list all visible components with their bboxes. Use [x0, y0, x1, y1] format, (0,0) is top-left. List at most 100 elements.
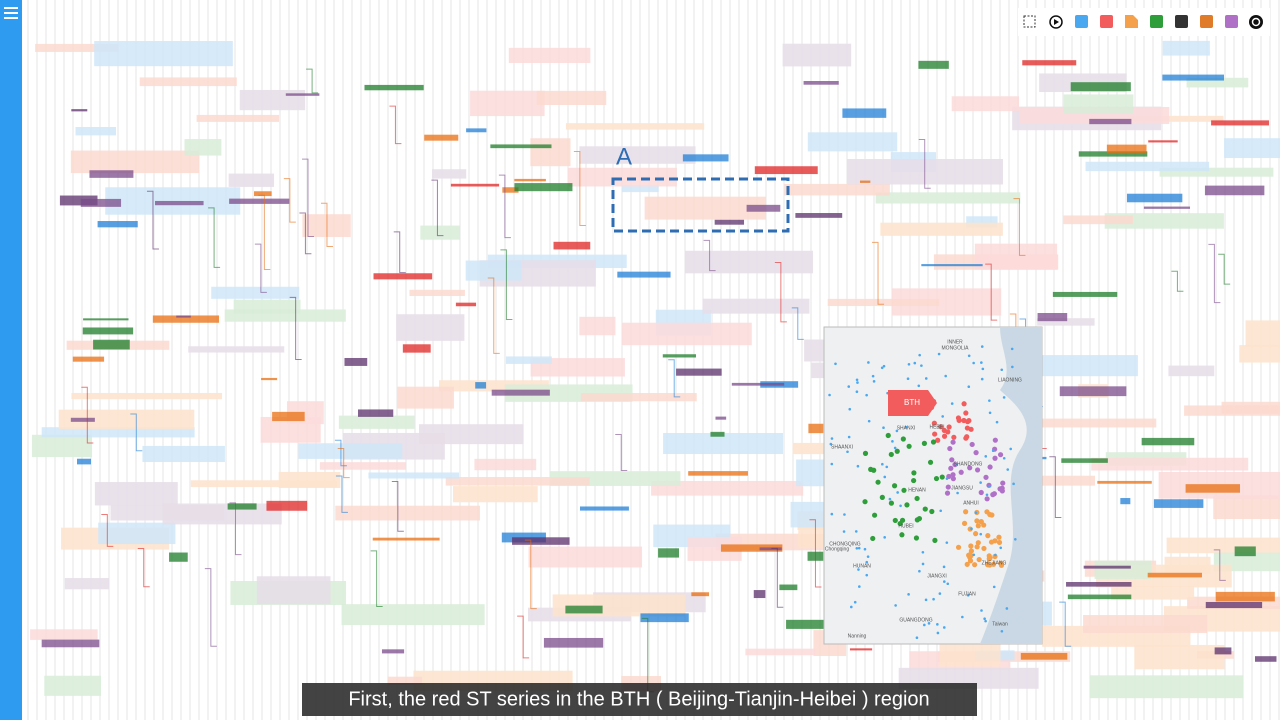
stream-segment [381, 649, 405, 654]
city-dot [866, 555, 870, 558]
stream-segment [155, 200, 204, 206]
city-dot [882, 426, 885, 429]
city-dot [1009, 447, 1013, 451]
city-dot [914, 495, 920, 502]
stream-band [528, 546, 643, 568]
color-green[interactable] [1150, 15, 1163, 28]
stream-link [985, 263, 998, 321]
stream-band [298, 443, 403, 459]
color-black[interactable] [1175, 15, 1188, 28]
stream-link [101, 513, 114, 547]
stream-segment [152, 315, 220, 323]
city-dot [895, 429, 899, 433]
city-dot [929, 508, 935, 515]
stream-link [208, 207, 221, 268]
city-dot [911, 477, 917, 484]
city-dot [987, 511, 993, 518]
map-label: INNER [947, 339, 963, 345]
stream-segment [466, 128, 487, 133]
stream-segment [1059, 386, 1127, 397]
city-dot [885, 432, 891, 439]
stream-band [420, 225, 460, 240]
color-purple[interactable] [1225, 15, 1238, 28]
map-label: HENAN [908, 487, 926, 493]
stream-band [41, 427, 195, 438]
stream-segment [1067, 594, 1132, 600]
city-dot [924, 377, 928, 380]
color-blue[interactable] [1075, 15, 1088, 28]
city-dot [946, 424, 952, 430]
stream-band [419, 424, 524, 445]
stream-segment [1148, 140, 1178, 143]
city-dot [988, 539, 995, 545]
city-dot [985, 493, 989, 497]
stream-link [306, 68, 319, 94]
color-red[interactable] [1100, 15, 1113, 28]
city-dot [1002, 456, 1006, 460]
color-orange[interactable] [1125, 15, 1138, 28]
city-dot [958, 469, 964, 475]
city-dot [984, 455, 988, 458]
city-dot [842, 530, 846, 533]
city-dot [932, 537, 938, 543]
map-label: ANHUI [963, 500, 979, 506]
stream-link [289, 296, 302, 360]
city-dot [938, 424, 944, 430]
city-dot [891, 440, 894, 443]
stream-band [396, 314, 465, 341]
play-button[interactable] [1049, 15, 1063, 29]
stream-segment [1254, 656, 1277, 662]
city-dot [857, 546, 861, 550]
stream-band [224, 309, 346, 322]
stream-band [474, 458, 537, 471]
stream-segment [808, 423, 824, 434]
map-label: FUJIAN [958, 591, 976, 597]
city-dot [942, 565, 946, 569]
stream-link [1013, 198, 1026, 256]
city-dot [994, 553, 997, 557]
stream-band [880, 222, 1003, 236]
stream-band [508, 47, 591, 64]
city-dot [999, 546, 1003, 550]
city-dot [848, 407, 852, 411]
city-dot [855, 546, 859, 550]
city-dot [891, 483, 898, 489]
reset-button[interactable] [1249, 15, 1263, 29]
color-darkorange[interactable] [1200, 15, 1213, 28]
stream-band [1159, 167, 1274, 177]
city-dot [941, 415, 944, 418]
stream-band [687, 536, 742, 561]
city-dot [966, 593, 970, 597]
city-dot [978, 489, 984, 496]
city-dot [880, 366, 884, 370]
menu-button[interactable] [4, 7, 18, 19]
stream-segment [514, 178, 546, 182]
stream-segment [553, 241, 591, 250]
stream-segment [424, 134, 459, 141]
city-dot [997, 486, 1003, 492]
stream-link [498, 174, 511, 239]
stream-band [1063, 215, 1133, 225]
stream-segment [754, 166, 818, 175]
city-dot [881, 462, 884, 466]
select-tool[interactable] [1023, 15, 1036, 28]
map-label: ZHEJIANG [982, 560, 1007, 566]
stream-segment [1020, 652, 1068, 660]
city-dot [830, 437, 834, 440]
city-dot [888, 497, 892, 501]
city-dot [946, 582, 950, 586]
stream-band [64, 578, 110, 590]
stream-link [1059, 601, 1072, 647]
city-dot [922, 506, 928, 512]
city-dot [893, 446, 897, 450]
stream-link [703, 239, 716, 272]
region-badge[interactable] [888, 390, 937, 416]
map-label: JIANGSU [951, 485, 973, 491]
city-dot [955, 415, 962, 421]
stream-link [500, 249, 513, 320]
stream-band [465, 260, 522, 281]
city-dot [995, 420, 999, 424]
stream-segment [1215, 591, 1275, 602]
stream-band [196, 114, 280, 122]
stream-link [431, 179, 444, 237]
